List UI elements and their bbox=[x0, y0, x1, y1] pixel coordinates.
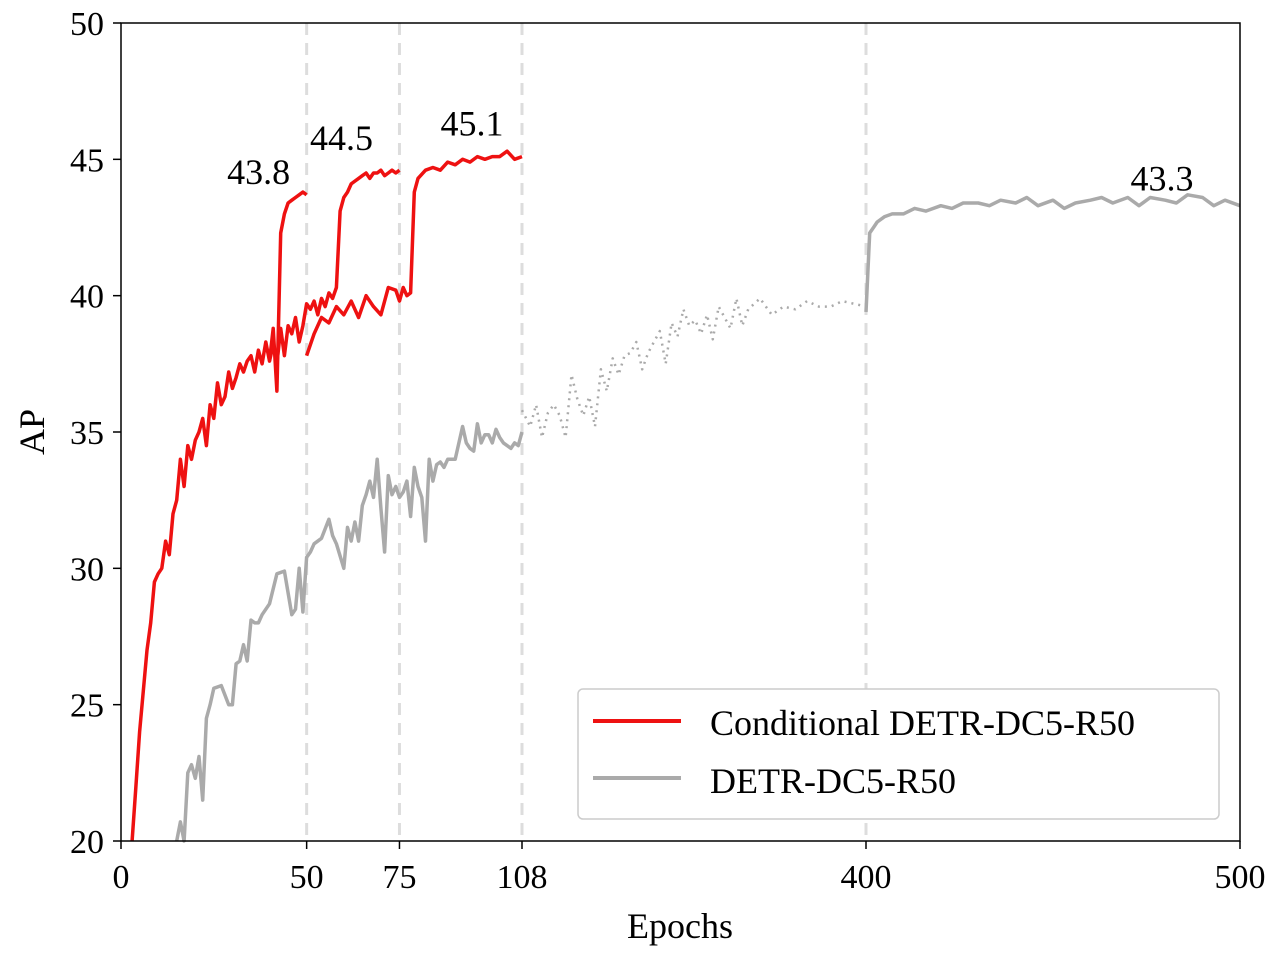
series-line-detr-run-1 bbox=[520, 297, 867, 439]
y-tick-label: 20 bbox=[70, 824, 104, 861]
y-tick-label: 30 bbox=[70, 551, 104, 588]
x-tick-label: 500 bbox=[1215, 859, 1266, 896]
x-axis-label: Epochs bbox=[627, 906, 733, 946]
x-tick-label: 0 bbox=[113, 859, 130, 896]
series-line-conditional-detr-run-2 bbox=[304, 149, 523, 357]
y-axis-label: AP bbox=[12, 409, 52, 455]
legend-label-detr: DETR-DC5-R50 bbox=[710, 761, 956, 801]
x-tick-label: 108 bbox=[497, 859, 548, 896]
series-line-conditional-detr-run-1 bbox=[267, 168, 401, 366]
x-tick-label: 400 bbox=[841, 859, 892, 896]
x-tick-label: 50 bbox=[290, 859, 324, 896]
y-tick-label: 25 bbox=[70, 688, 104, 725]
annotation-ap-44.5: 44.5 bbox=[310, 118, 373, 158]
series-line-conditional-detr-run-0 bbox=[130, 190, 308, 842]
y-tick-label: 35 bbox=[70, 415, 104, 452]
annotation-ap-43.3: 43.3 bbox=[1131, 159, 1194, 199]
legend: Conditional DETR-DC5-R50 DETR-DC5-R50 bbox=[577, 688, 1220, 820]
y-tick-label: 40 bbox=[70, 279, 104, 316]
series-line-detr-run-2 bbox=[864, 193, 1241, 313]
y-tick-label: 50 bbox=[70, 6, 104, 43]
annotation-ap-45.1: 45.1 bbox=[441, 104, 504, 144]
y-tick-label: 45 bbox=[70, 142, 104, 179]
legend-box bbox=[577, 688, 1220, 820]
x-tick-label: 75 bbox=[382, 859, 416, 896]
annotation-ap-43.8: 43.8 bbox=[227, 152, 290, 192]
legend-label-conditional-detr: Conditional DETR-DC5-R50 bbox=[710, 703, 1135, 743]
series-line-detr-run-0 bbox=[174, 422, 524, 843]
